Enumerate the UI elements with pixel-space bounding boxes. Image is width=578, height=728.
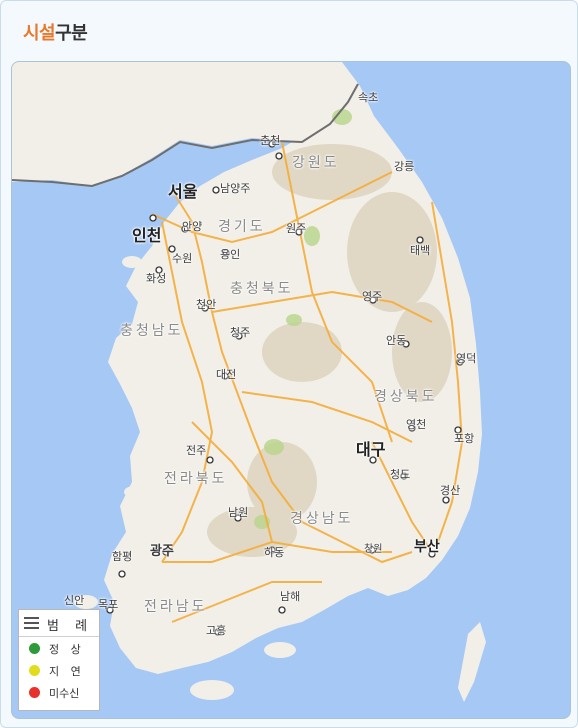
island — [74, 595, 98, 609]
place-yeongcheon: 영천 — [406, 418, 427, 431]
island — [122, 256, 142, 268]
legend-label: 지 연 — [49, 665, 85, 678]
region-chungnam: 충청남도 — [120, 323, 184, 339]
place-taebaek: 태백 — [410, 244, 431, 257]
road-network — [151, 141, 464, 623]
region-gyeonggi: 경기도 — [218, 219, 266, 235]
place-sokcho: 속초 — [358, 91, 379, 104]
legend-item-not-received: 미수신 — [19, 681, 99, 703]
map-legend: 범 례 정 상 지 연 미수신 — [18, 609, 100, 711]
place-cheongdo: 청도 — [390, 468, 411, 481]
place-suwon: 수원 — [172, 252, 193, 265]
north-landmass — [12, 62, 352, 186]
panel-header: 시설구분 — [1, 1, 577, 57]
legend-title: 범 례 — [47, 619, 94, 634]
place-yeongdeok: 영덕 — [456, 352, 477, 365]
forest-patches — [254, 109, 352, 529]
legend-header: 범 례 — [19, 610, 99, 637]
region-chungbuk: 충청북도 — [230, 281, 294, 297]
city-markers — [106, 140, 464, 636]
place-jeonju: 전주 — [186, 444, 207, 457]
place-hwaseong: 화성 — [146, 272, 167, 285]
place-daejeon: 대전 — [216, 368, 237, 381]
place-cheongju: 청주 — [230, 326, 251, 339]
place-gwangju: 광주 — [150, 544, 174, 559]
place-namyangju: 남양주 — [220, 182, 251, 195]
legend-label: 미수신 — [49, 687, 80, 700]
island — [124, 486, 144, 498]
status-not-received-dot-icon — [29, 687, 40, 698]
map-view[interactable]: 속초 춘천 강원도 강릉 서울 남양주 인천 안양 경기도 원주 수원 용인 태… — [11, 61, 571, 719]
region-gyeongbuk: 경상북도 — [374, 389, 438, 405]
region-jeonnam: 전라남도 — [144, 599, 208, 615]
place-gangneung: 강릉 — [394, 160, 415, 173]
place-yongin: 용인 — [220, 248, 241, 261]
panel-title-accent: 시설 — [23, 23, 56, 44]
region-gangwon: 강원도 — [292, 155, 340, 171]
legend-item-normal: 정 상 — [19, 637, 99, 659]
status-normal-dot-icon — [29, 643, 40, 654]
panel-title-rest: 구분 — [55, 23, 88, 44]
place-wonju: 원주 — [286, 222, 307, 235]
place-pohang: 포항 — [454, 432, 475, 445]
place-incheon: 인천 — [132, 226, 162, 245]
place-seoul: 서울 — [168, 182, 198, 201]
place-sinan: 신안 — [64, 594, 85, 607]
terrain-shading — [207, 144, 452, 557]
place-anyang: 안양 — [182, 220, 203, 233]
tsushima-island — [458, 622, 486, 702]
status-delayed-dot-icon — [29, 665, 40, 676]
island — [190, 680, 234, 700]
place-busan: 부산 — [414, 539, 440, 555]
place-changwon: 창원 — [364, 544, 383, 555]
place-hampyeong: 함평 — [112, 550, 133, 563]
place-namwon: 남원 — [228, 506, 249, 519]
north-south-border — [12, 83, 359, 188]
place-hadong: 하동 — [264, 546, 285, 559]
place-gyeongsan: 경산 — [440, 484, 461, 497]
place-yeongju: 영주 — [362, 290, 383, 303]
place-mokpo: 목포 — [98, 598, 119, 611]
place-namhae: 남해 — [280, 590, 301, 603]
place-andong: 안동 — [386, 334, 407, 347]
region-gyeongnam: 경상남도 — [290, 511, 354, 527]
panel-title: 시설구분 — [23, 19, 88, 45]
place-chuncheon: 춘천 — [260, 134, 281, 147]
place-goheung: 고흥 — [206, 624, 227, 637]
place-daegu: 대구 — [356, 440, 386, 459]
menu-icon — [24, 617, 39, 629]
place-cheonan: 천안 — [196, 298, 217, 311]
island — [264, 642, 296, 658]
region-jeonbuk: 전라북도 — [164, 471, 228, 487]
map-canvas[interactable] — [12, 62, 570, 718]
legend-item-delayed: 지 연 — [19, 659, 99, 681]
legend-label: 정 상 — [49, 643, 85, 656]
